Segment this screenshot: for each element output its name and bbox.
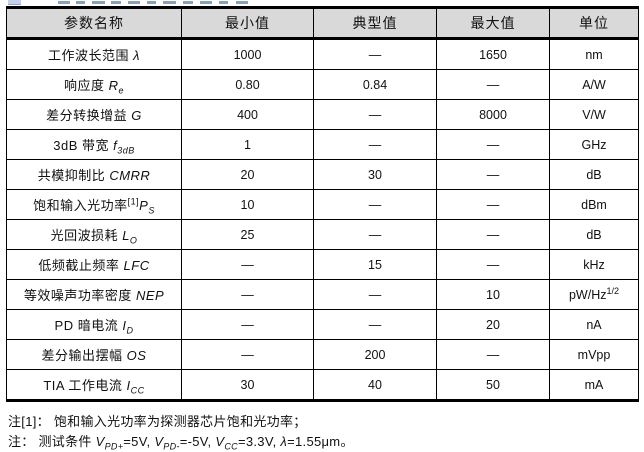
param-name-cell: 低频截止频率 LFC	[6, 249, 182, 280]
value-cell-typ: 40	[313, 369, 437, 402]
unit-cell: dB	[549, 159, 639, 190]
value-cell-min: 1	[181, 129, 314, 160]
column-header-2: 典型值	[313, 6, 437, 40]
value-cell-max: —	[436, 249, 550, 280]
table-row: 等效噪声功率密度 NEP — —10 pW/Hz1/2	[6, 279, 639, 310]
table-row: PD 暗电流 ID — —20 nA	[6, 309, 639, 340]
column-header-4: 单位	[549, 6, 639, 40]
value-cell-max: —	[436, 219, 550, 250]
note-line-1: 注[1]： 饱和输入光功率为探测器芯片饱和光功率；	[8, 414, 307, 429]
table-row: 3dB 带宽 f3dB 1— — GHz	[6, 129, 639, 160]
notes: 注[1]： 饱和输入光功率为探测器芯片饱和光功率； 注： 测试条件 VPD+=5V…	[8, 412, 638, 452]
value-cell-typ: 15	[313, 249, 437, 280]
value-cell-min: 20	[181, 159, 314, 190]
table-row: TIA 工作电流 ICC 30 40 50 mA	[6, 369, 639, 402]
unit-cell: dB	[549, 219, 639, 250]
table-row: 共模抑制比 CMRR 20 30— dB	[6, 159, 639, 190]
value-cell-typ: —	[313, 129, 437, 160]
value-cell-typ: —	[313, 38, 437, 70]
param-name-cell: 3dB 带宽 f3dB	[6, 129, 182, 160]
table-row: 光回波损耗 LO 25— — dB	[6, 219, 639, 250]
value-cell-min: —	[181, 279, 314, 310]
heading-bullet-square	[8, 0, 21, 5]
value-cell-typ: —	[313, 309, 437, 340]
value-cell-typ: —	[313, 99, 437, 130]
column-header-0: 参数名称	[6, 6, 182, 40]
unit-cell: pW/Hz1/2	[549, 279, 639, 310]
table-row: 饱和输入光功率[1]PS 10— — dBm	[6, 189, 639, 220]
param-name-cell: TIA 工作电流 ICC	[6, 369, 182, 402]
value-cell-min: —	[181, 339, 314, 370]
param-name-cell: 等效噪声功率密度 NEP	[6, 279, 182, 310]
table-row: 响应度 Re 0.80 0.84— A/W	[6, 69, 639, 100]
cropped-heading-remnant	[0, 0, 644, 5]
unit-cell: mA	[549, 369, 639, 402]
value-cell-max: 20	[436, 309, 550, 340]
value-cell-max: —	[436, 189, 550, 220]
param-name-cell: 工作波长范围 λ	[6, 38, 182, 70]
column-header-1: 最小值	[181, 6, 314, 40]
param-name-cell: PD 暗电流 ID	[6, 309, 182, 340]
param-name-cell: 饱和输入光功率[1]PS	[6, 189, 182, 220]
value-cell-max: 8000	[436, 99, 550, 130]
unit-cell: mVpp	[549, 339, 639, 370]
value-cell-typ: 200	[313, 339, 437, 370]
value-cell-typ: —	[313, 219, 437, 250]
value-cell-typ: —	[313, 279, 437, 310]
value-cell-min: 10	[181, 189, 314, 220]
table-row: 工作波长范围 λ 1000—1650 nm	[6, 38, 639, 70]
unit-cell: dBm	[549, 189, 639, 220]
value-cell-max: —	[436, 339, 550, 370]
value-cell-max: —	[436, 159, 550, 190]
value-cell-max: —	[436, 129, 550, 160]
value-cell-max: 1650	[436, 38, 550, 70]
unit-cell: GHz	[549, 129, 639, 160]
value-cell-min: —	[181, 309, 314, 340]
unit-cell: V/W	[549, 99, 639, 130]
value-cell-min: 0.80	[181, 69, 314, 100]
table-row: 低频截止频率 LFC —15— kHz	[6, 249, 639, 280]
param-name-cell: 差分转换增益 G	[6, 99, 182, 130]
unit-cell: kHz	[549, 249, 639, 280]
unit-cell: A/W	[549, 69, 639, 100]
header-row: 参数名称 最小值 典型值 最大值 单位	[6, 6, 639, 40]
value-cell-typ: —	[313, 189, 437, 220]
param-name-cell: 光回波损耗 LO	[6, 219, 182, 250]
unit-cell: nm	[549, 38, 639, 70]
column-header-3: 最大值	[436, 6, 550, 40]
param-name-cell: 共模抑制比 CMRR	[6, 159, 182, 190]
value-cell-min: 25	[181, 219, 314, 250]
table-row: 差分输出摆幅 OS —200— mVpp	[6, 339, 639, 370]
param-name-cell: 差分输出摆幅 OS	[6, 339, 182, 370]
value-cell-max: 10	[436, 279, 550, 310]
value-cell-max: 50	[436, 369, 550, 402]
value-cell-min: 30	[181, 369, 314, 402]
value-cell-typ: 30	[313, 159, 437, 190]
value-cell-min: 1000	[181, 38, 314, 70]
table-row: 差分转换增益 G 400—8000 V/W	[6, 99, 639, 130]
spec-table: 参数名称 最小值 典型值 最大值 单位 工作波长范围 λ 1000—1650 nm 响应度 R…	[6, 6, 639, 402]
unit-cell: nA	[549, 309, 639, 340]
value-cell-typ: 0.84	[313, 69, 437, 100]
note-line-2: 注： 测试条件 VPD+=5V, VPD-=-5V, VCC=3.3V, λ=1…	[8, 434, 354, 452]
spec-table-body: 工作波长范围 λ 1000—1650 nm 响应度 Re 0.80 0.84— A/W 差分转…	[6, 38, 639, 402]
value-cell-min: 400	[181, 99, 314, 130]
param-name-cell: 响应度 Re	[6, 69, 182, 100]
value-cell-max: —	[436, 69, 550, 100]
value-cell-min: —	[181, 249, 314, 280]
